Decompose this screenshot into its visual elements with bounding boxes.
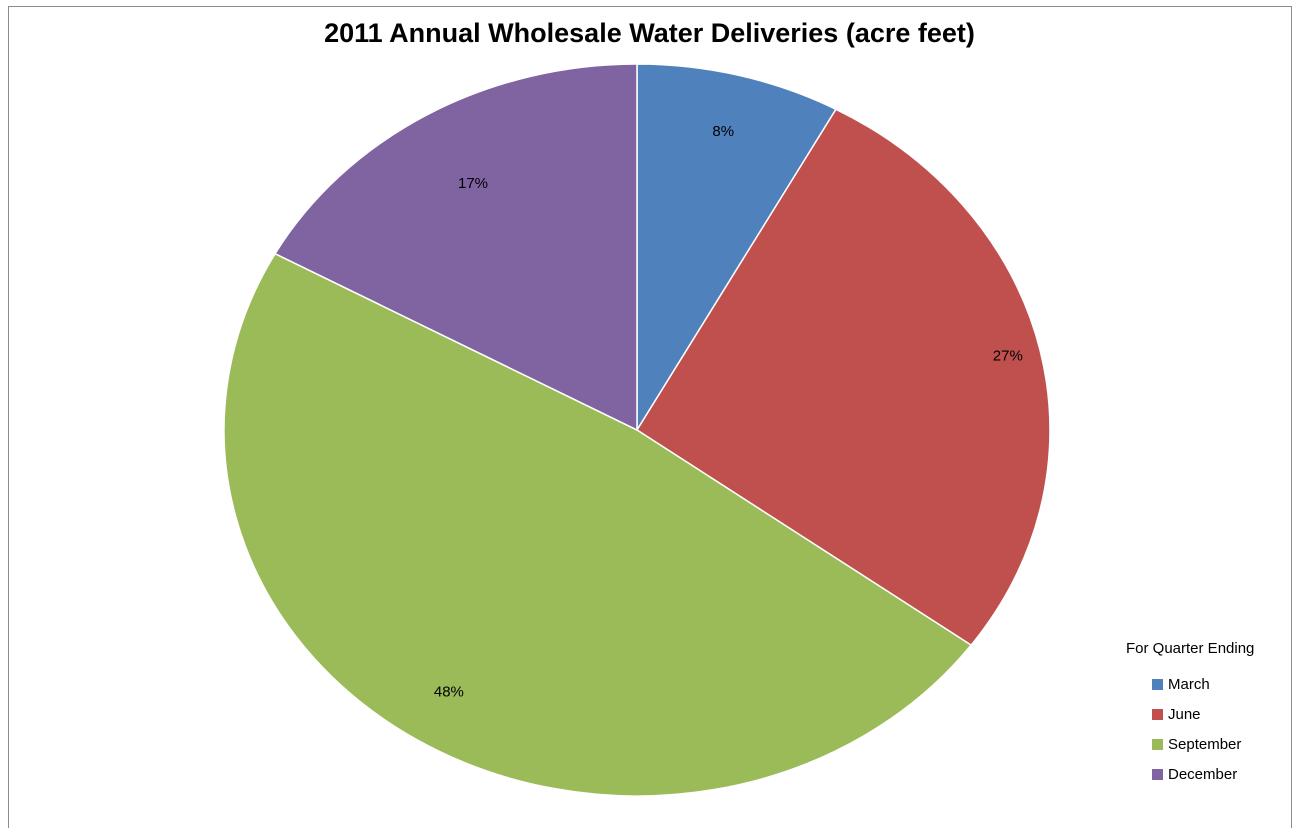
- pie-slice-september: [223, 252, 973, 797]
- pie-slice-december: [274, 63, 638, 432]
- legend-swatch: [1152, 678, 1163, 690]
- data-label-june: 27%: [993, 348, 1023, 365]
- legend: For Quarter Ending March June September Dec…: [1126, 640, 1254, 794]
- legend-label: September: [1168, 735, 1242, 753]
- legend-label: March: [1168, 675, 1210, 693]
- data-label-december: 17%: [458, 175, 488, 192]
- legend-swatch: [1152, 738, 1163, 750]
- legend-label: June: [1168, 705, 1201, 723]
- legend-swatch: [1152, 768, 1163, 780]
- legend-label: December: [1168, 765, 1238, 783]
- legend-title: For Quarter Ending: [1126, 640, 1255, 657]
- data-label-march: 8%: [712, 123, 734, 140]
- data-label-september: 48%: [434, 684, 464, 701]
- pie-slice-march: [636, 63, 838, 433]
- legend-item-june: June: [1152, 704, 1254, 724]
- legend-item-september: September: [1152, 734, 1254, 754]
- legend-swatch: [1152, 708, 1163, 720]
- legend-item-march: March: [1152, 674, 1254, 694]
- chart-title: 2011 Annual Wholesale Water Deliveries (…: [324, 18, 975, 48]
- pie-slice-june: [635, 108, 1051, 647]
- legend-item-december: December: [1152, 764, 1254, 784]
